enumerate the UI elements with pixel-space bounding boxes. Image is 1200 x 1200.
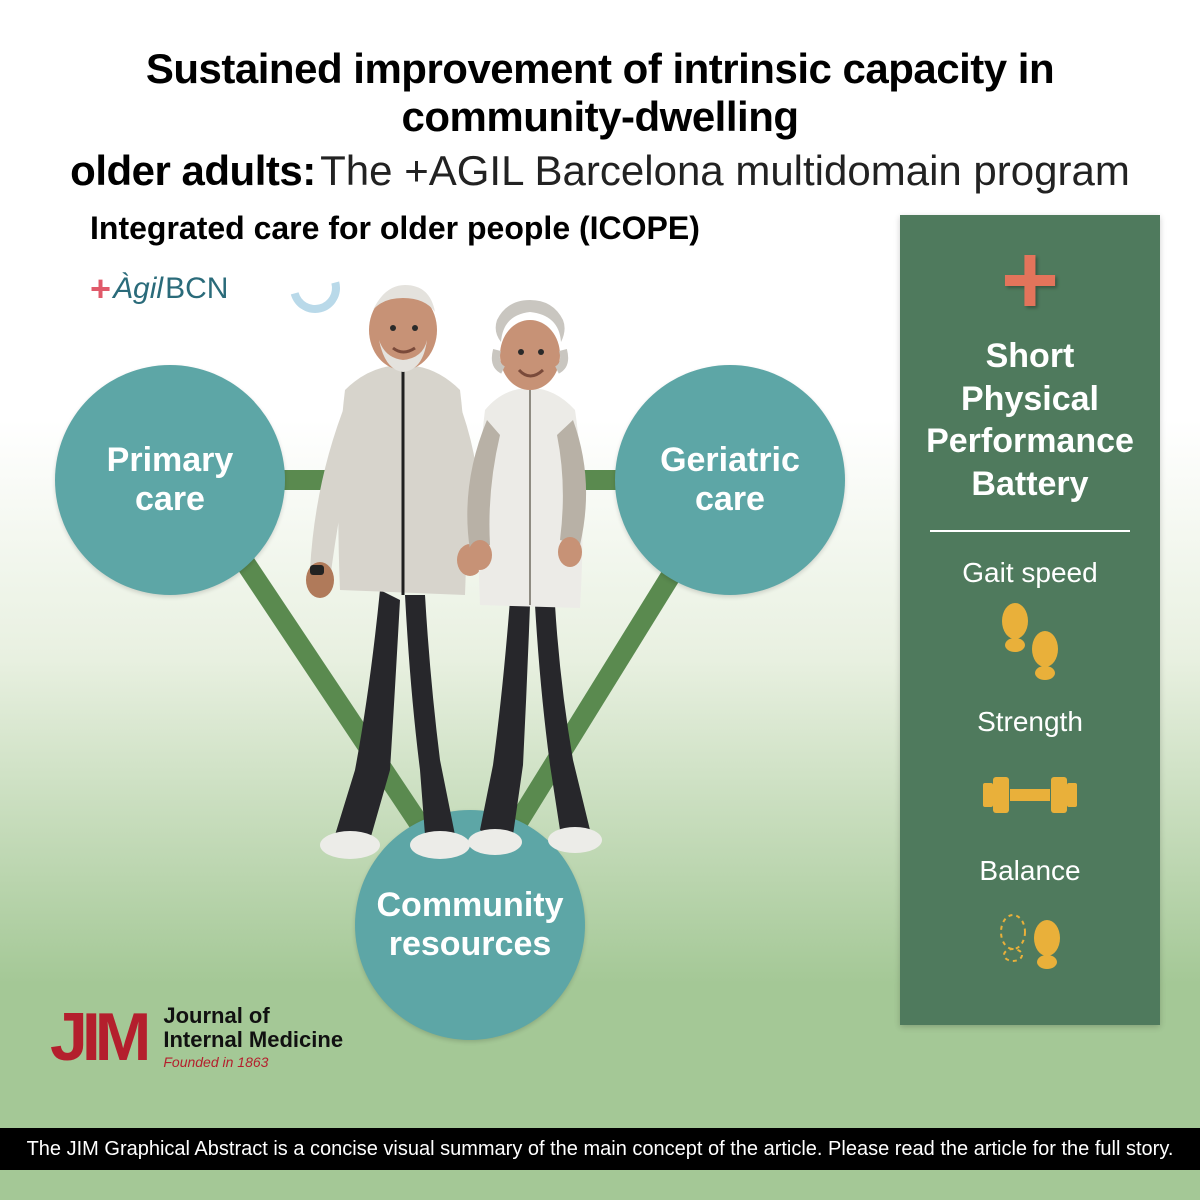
sppb-l2: Physical	[920, 378, 1140, 421]
agil-suffix: BCN	[165, 272, 228, 306]
sppb-sidebar: + Short Physical Performance Battery Gai…	[900, 215, 1160, 1025]
icope-subtitle: Integrated care for older people (ICOPE)	[90, 210, 700, 247]
sppb-l1: Short	[920, 335, 1140, 378]
footsteps-icon	[920, 601, 1140, 691]
metric-label: Balance	[920, 855, 1140, 887]
agil-name: Àgil	[113, 272, 163, 306]
circle-primary-care: Primarycare	[55, 365, 285, 595]
circle-geriatric-care: Geriatriccare	[615, 365, 845, 595]
plus-icon: +	[920, 245, 1140, 315]
balance-feet-icon	[920, 899, 1140, 989]
circle-label-l1: Community	[377, 886, 564, 925]
metrics-list: Gait speed Strength Balance	[920, 557, 1140, 989]
jim-name-l1: Journal of	[163, 1004, 343, 1028]
metric-balance-feet: Balance	[920, 855, 1140, 989]
title-line1-bold: Sustained improvement of intrinsic capac…	[146, 45, 1054, 140]
jim-founded: Founded in 1863	[163, 1054, 343, 1070]
title-line2-light: The +AGIL Barcelona multidomain program	[320, 147, 1130, 194]
metric-dumbbell: Strength	[920, 706, 1140, 840]
title-block: Sustained improvement of intrinsic capac…	[0, 45, 1200, 195]
sppb-title: Short Physical Performance Battery	[920, 335, 1140, 505]
circle-label-l1: Primary	[107, 441, 234, 480]
metric-label: Gait speed	[920, 557, 1140, 589]
circle-label-l1: Geriatric	[660, 441, 800, 480]
jim-mark: JIM	[50, 1010, 145, 1064]
agil-logo: + Àgil BCN	[90, 268, 228, 310]
metric-label: Strength	[920, 706, 1140, 738]
circle-label-l2: care	[107, 480, 234, 519]
jim-logo: JIM Journal of Internal Medicine Founded…	[50, 1004, 343, 1070]
dumbbell-icon	[920, 750, 1140, 840]
sidebar-divider	[930, 530, 1130, 532]
jim-text: Journal of Internal Medicine Founded in …	[163, 1004, 343, 1070]
sppb-l3: Performance	[920, 420, 1140, 463]
older-adults-illustration	[275, 270, 645, 870]
metric-footsteps: Gait speed	[920, 557, 1140, 691]
footer-bar: The JIM Graphical Abstract is a concise …	[0, 1128, 1200, 1170]
agil-plus-icon: +	[90, 268, 111, 310]
sppb-l4: Battery	[920, 463, 1140, 506]
jim-name-l2: Internal Medicine	[163, 1028, 343, 1052]
circle-label-l2: care	[660, 480, 800, 519]
circle-label-l2: resources	[377, 925, 564, 964]
title-line2-bold: older adults:	[70, 147, 316, 194]
